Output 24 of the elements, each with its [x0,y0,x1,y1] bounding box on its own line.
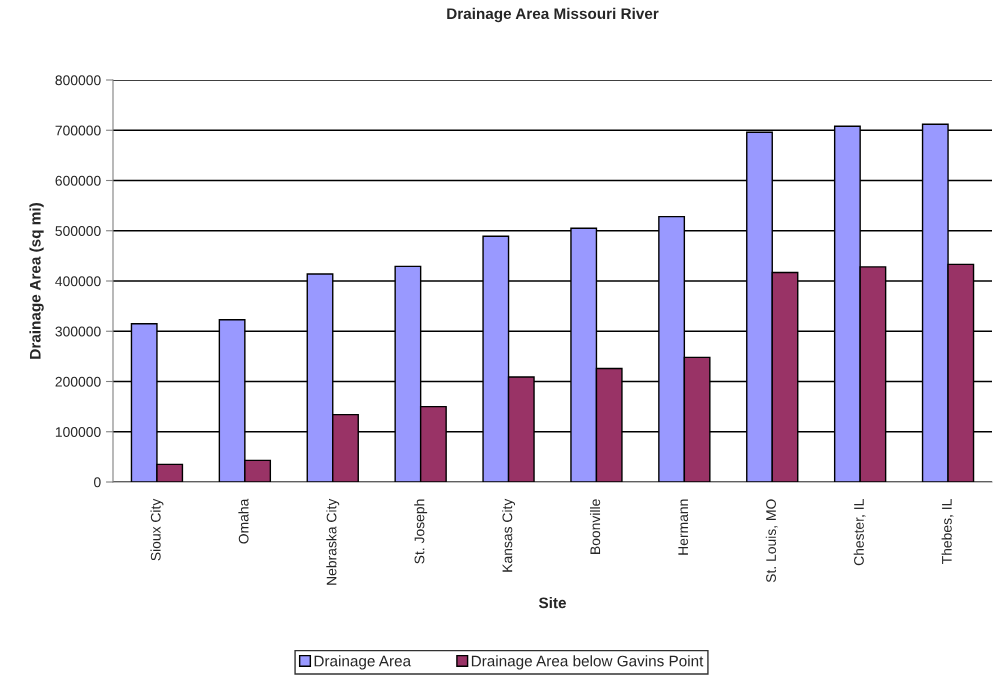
x-axis-title: Site [538,596,566,609]
y-tick-label: 200000 [55,376,101,387]
chart-title: Drainage Area Missouri River [447,7,659,23]
y-tick-label: 800000 [55,75,101,86]
legend-label: Drainage Area [314,655,412,670]
y-axis-title: Drainage Area (sq mi) [29,203,44,359]
x-tick-label: St. Joseph [414,499,428,564]
y-tick-label: 500000 [55,226,101,236]
x-tick-label: Omaha [238,498,249,544]
y-tick-label: 600000 [55,175,101,186]
y-tick-label: 700000 [55,125,101,136]
x-tick-label: Nebraska City [326,498,340,585]
y-tick-label: 0 [94,477,101,488]
x-tick-label: Kansas City [502,498,516,572]
y-tick-label: 300000 [55,326,101,337]
y-tick-label: 100000 [55,427,101,437]
legend-label: Drainage Area below Gavins Point [471,655,704,670]
x-tick-label: Boonville [589,499,601,554]
x-tick-label: Thebes, IL [941,499,954,564]
x-tick-label: Hermann [678,499,689,555]
x-tick-label: Chester, IL [853,499,866,566]
x-tick-label: Sioux City [150,498,164,561]
x-tick-label: St. Louis, MO [765,499,778,583]
y-tick-label: 400000 [55,276,101,287]
